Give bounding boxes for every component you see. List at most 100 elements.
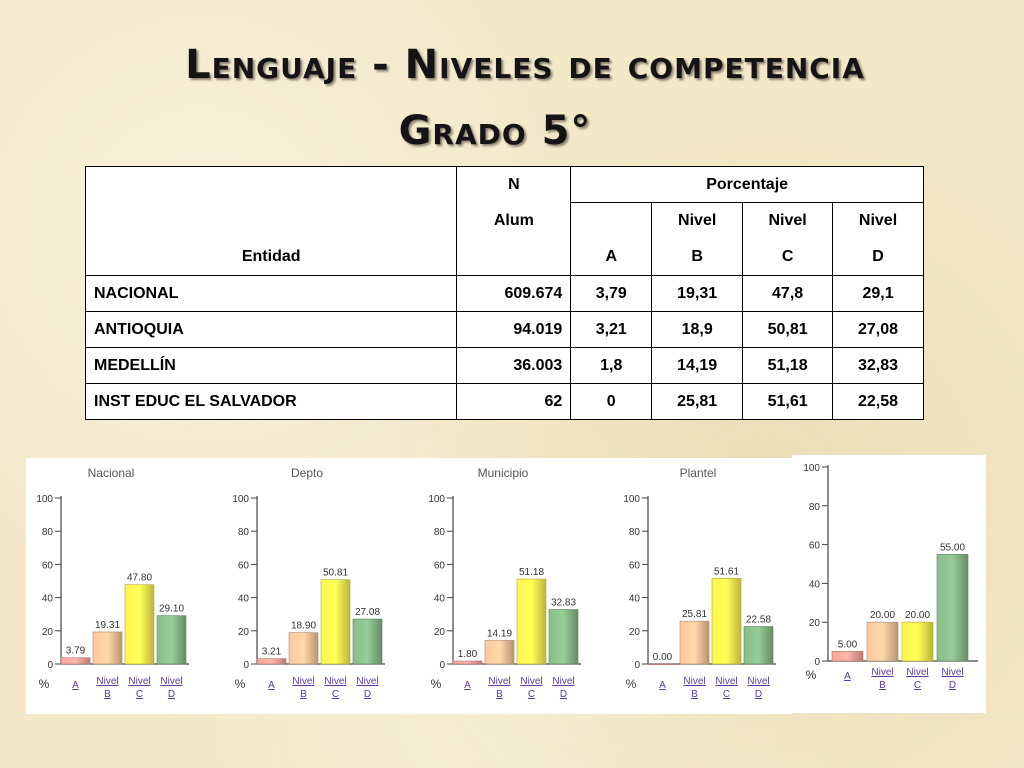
bar-a xyxy=(452,660,483,665)
header-level-d: Nivel D xyxy=(832,202,924,276)
data-label: 51.61 xyxy=(714,566,739,577)
y-tick-label: 100 xyxy=(803,463,820,474)
category-label: B xyxy=(300,689,307,700)
bar-b xyxy=(92,631,123,665)
category-label: Nivel xyxy=(715,676,737,687)
y-tick-label: 20 xyxy=(629,627,641,638)
data-label: 5.00 xyxy=(838,639,858,650)
y-tick-label: 20 xyxy=(42,627,54,638)
cell-c: 50,81 xyxy=(742,311,834,348)
slide-subtitle: Grado 5° xyxy=(398,108,592,154)
data-label: 3.21 xyxy=(262,647,282,658)
y-tick-label: 60 xyxy=(434,560,446,571)
chart-title: Plantel xyxy=(680,466,717,480)
chart-title: Nacional xyxy=(88,466,135,480)
category-label: C xyxy=(332,689,339,700)
category-label: B xyxy=(879,680,886,691)
y-tick-label: 100 xyxy=(428,494,445,505)
category-label: C xyxy=(528,689,535,700)
y-tick-label: 100 xyxy=(232,494,249,505)
bar-d xyxy=(936,554,969,662)
category-label: Nivel xyxy=(324,676,346,687)
cell-b: 25,81 xyxy=(651,383,744,420)
cell-n: 36.003 xyxy=(456,347,572,384)
bar-b xyxy=(866,621,899,662)
y-tick-label: 20 xyxy=(809,618,821,629)
data-label: 50.81 xyxy=(323,568,348,579)
cell-n: 94.019 xyxy=(456,311,572,348)
chart-panel-extra: 0 20 40 60 80 100% 5.00 A 20.00 Nivel B 20.00 Nivel C… xyxy=(792,455,986,713)
y-tick-label: 80 xyxy=(434,527,446,538)
cell-c: 51,61 xyxy=(742,383,834,420)
table-header-levels-row: A Nivel B Nivel C Nivel D xyxy=(86,202,924,276)
category-label: B xyxy=(104,689,111,700)
header-level-c: Nivel C xyxy=(742,202,834,276)
category-label: B xyxy=(496,689,503,700)
cell-b: 18,9 xyxy=(651,311,744,348)
cell-entity: ANTIOQUIA xyxy=(84,311,458,348)
y-axis-label: % xyxy=(626,677,637,691)
category-label: Nivel xyxy=(128,676,150,687)
bar-a xyxy=(831,651,864,662)
data-label: 20.00 xyxy=(870,610,895,621)
cell-a: 3,21 xyxy=(570,311,653,348)
category-label: D xyxy=(560,689,567,700)
y-axis-label: % xyxy=(431,677,442,691)
category-label: D xyxy=(755,689,762,700)
y-tick-label: 0 xyxy=(814,657,820,668)
y-tick-label: 60 xyxy=(809,541,821,552)
bar-d xyxy=(352,618,383,665)
y-tick-label: 80 xyxy=(809,502,821,513)
cell-a: 1,8 xyxy=(570,347,653,384)
cell-b: 14,19 xyxy=(651,347,744,384)
header-entity: Entidad xyxy=(84,166,458,276)
table-header-row: Entidad N Alum Porcentaje xyxy=(84,166,924,276)
y-tick-label: 0 xyxy=(439,660,445,671)
y-axis-label: % xyxy=(806,668,817,682)
data-label: 32.83 xyxy=(551,598,576,609)
y-tick-label: 100 xyxy=(623,494,640,505)
cell-a: 3,79 xyxy=(570,275,653,312)
bar-c xyxy=(516,578,547,665)
y-tick-label: 0 xyxy=(243,660,249,671)
data-label: 27.08 xyxy=(355,607,380,618)
cell-d: 22,58 xyxy=(832,383,924,420)
cell-a: 0 xyxy=(570,383,653,420)
category-label: Nivel xyxy=(871,667,893,678)
category-label: C xyxy=(914,680,921,691)
cell-entity: INST EDUC EL SALVADOR xyxy=(84,383,458,420)
bar-a xyxy=(60,657,91,665)
cell-entity: NACIONAL xyxy=(84,275,458,312)
bar-a xyxy=(256,658,287,665)
category-label: C xyxy=(723,689,730,700)
category-label: Nivel xyxy=(520,676,542,687)
cell-n: 62 xyxy=(456,383,572,420)
data-label: 14.19 xyxy=(487,628,512,639)
table-row: NACIONAL 609.674 3,79 19,31 47,8 29,1 xyxy=(84,275,924,312)
data-label: 1.80 xyxy=(458,649,478,660)
category-label: Nivel xyxy=(683,676,705,687)
data-label: 47.80 xyxy=(127,573,152,584)
data-label: 29.10 xyxy=(159,604,184,615)
category-label: A xyxy=(844,671,851,682)
bar-a xyxy=(647,663,678,665)
category-label: C xyxy=(136,689,143,700)
data-label: 3.79 xyxy=(66,646,86,657)
cell-entity: MEDELLÍN xyxy=(84,347,458,384)
data-label: 55.00 xyxy=(940,542,965,553)
category-label: Nivel xyxy=(160,676,182,687)
cell-c: 51,18 xyxy=(742,347,834,384)
cell-n: 609.674 xyxy=(456,275,572,312)
bar-c xyxy=(124,584,155,665)
category-label: Nivel xyxy=(488,676,510,687)
cell-c: 47,8 xyxy=(742,275,834,312)
category-label: A xyxy=(659,680,666,691)
cell-b: 19,31 xyxy=(651,275,744,312)
data-label: 0.00 xyxy=(653,652,673,663)
header-porcentaje: Porcentaje xyxy=(570,166,924,203)
charts-panel: Nacional 0 20 40 60 80 100% 3.79 A 19.31 Nivel B 47.… xyxy=(26,458,792,714)
slide-title: Lenguaje - Niveles de competencia xyxy=(185,42,865,88)
bar-b xyxy=(484,640,515,665)
bar-b xyxy=(679,620,710,665)
y-tick-label: 80 xyxy=(629,527,641,538)
